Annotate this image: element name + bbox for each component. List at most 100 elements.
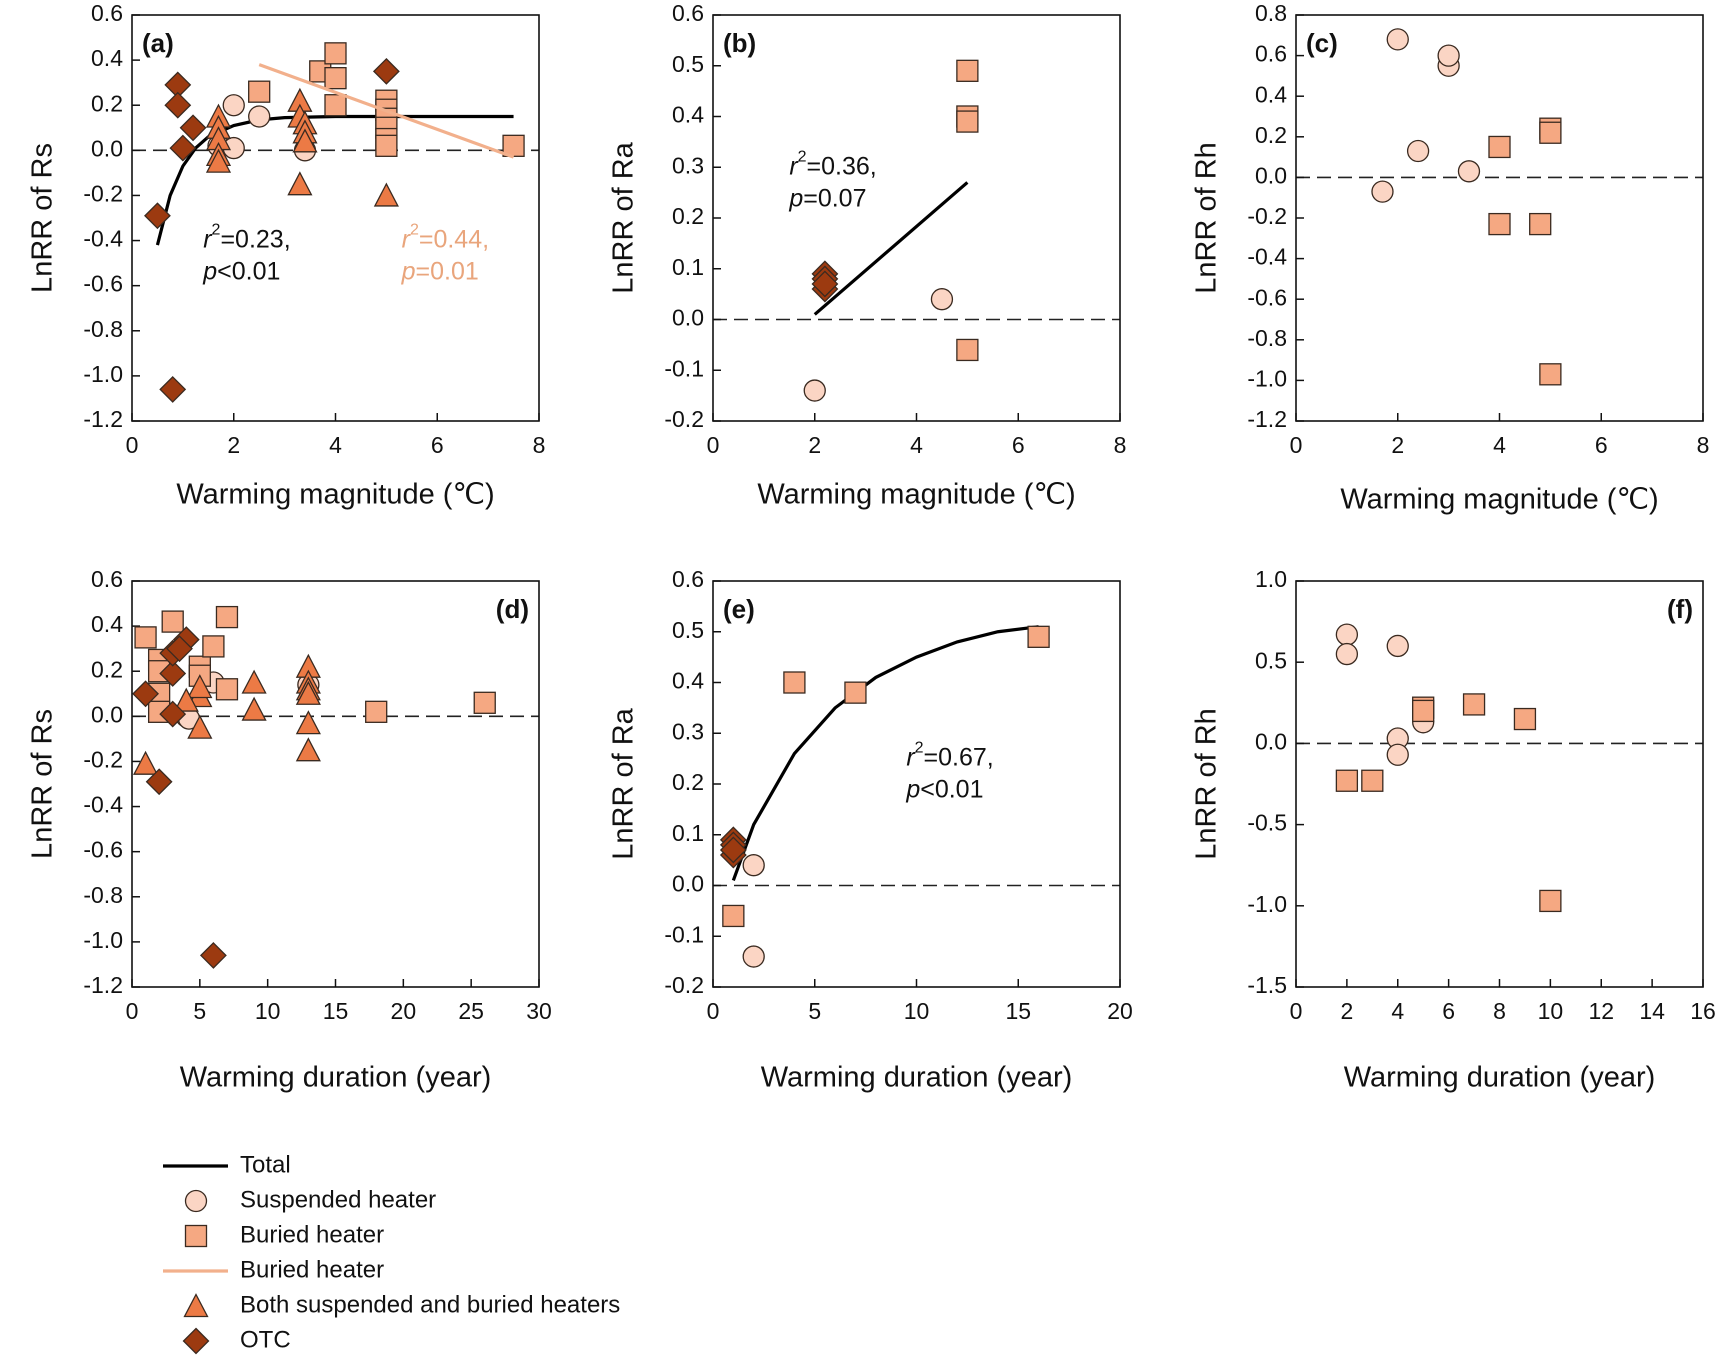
panel: -0.2 -0.1 0.0 0.1 0.2 0.3 0.4 0.5 0.6 0 5 10 15 20 (e)… (608, 566, 1133, 1094)
x-tick-label: 20 (1107, 998, 1133, 1024)
square-marker (324, 67, 347, 90)
square-marker (783, 671, 806, 694)
y-axis-label: LnRR of Rh (1191, 708, 1223, 860)
x-tick-label: 10 (255, 998, 281, 1024)
panel: -1.2 -1.0 -0.8 -0.6 -0.4 -0.2 0.0 0.2 0.4 0.6 0 2 4 6… (27, 0, 546, 511)
circle-marker (222, 94, 245, 117)
diamond-marker (144, 202, 171, 230)
y-tick-label: -0.8 (83, 316, 123, 342)
triangle-marker (241, 696, 267, 721)
fit-line (813, 181, 969, 316)
panel-label: (c) (1306, 28, 1338, 58)
y-tick-label: -0.6 (83, 271, 123, 297)
square-marker (324, 94, 347, 117)
x-tick-label: 8 (1697, 432, 1710, 458)
circle-marker (1406, 139, 1430, 163)
plot-frame (712, 580, 1121, 988)
diamond-marker (719, 836, 747, 864)
square-marker (202, 635, 225, 658)
x-tick-label: 0 (126, 998, 139, 1024)
triangle-marker (295, 737, 321, 762)
panel: -1.2 -1.0 -0.8 -0.6 -0.4 -0.2 0.0 0.2 0.4 0.6 0 5 10… (27, 566, 552, 1094)
x-tick-label: 0 (1290, 998, 1303, 1024)
diamond-marker (159, 376, 187, 403)
plot-frame (712, 14, 1121, 422)
square-marker (956, 338, 979, 362)
triangle-marker (205, 148, 232, 173)
legend: Total Suspended heater Buried heater Buried… (163, 1151, 620, 1355)
triangle-marker (241, 669, 267, 694)
y-axis-label: LnRR of Rh (1191, 142, 1223, 294)
circle-marker (1437, 44, 1460, 67)
annotation-text: =0.44, (419, 225, 489, 253)
x-tick-label: 0 (126, 432, 139, 458)
annotation-text: <0.01 (217, 257, 280, 285)
square-marker (1539, 121, 1562, 144)
y-tick-label: 0.6 (672, 0, 704, 26)
y-tick-label: -0.8 (83, 882, 123, 908)
square-marker (844, 681, 867, 704)
annotation-text: =0.01 (416, 257, 479, 285)
y-tick-label: 0.6 (1255, 41, 1287, 67)
x-axis-label: Warming duration (year) (180, 1062, 492, 1094)
y-tick-label: 0.3 (672, 152, 704, 178)
diamond-marker (159, 700, 187, 728)
diamond-marker (132, 680, 159, 708)
annotation: r2=0.23, (203, 222, 290, 253)
diamond-marker (811, 270, 839, 298)
square-marker (184, 1224, 208, 1248)
annotation: r2=0.67, (906, 740, 993, 771)
y-tick-label: 0.2 (91, 656, 123, 682)
y-tick-label: -1.2 (83, 972, 123, 998)
annotation-text: =0.07 (803, 184, 866, 212)
x-axis-label: Warming magnitude (℃) (1340, 484, 1658, 516)
annotation-var: p (905, 775, 920, 803)
y-tick-label: -1.2 (83, 406, 123, 432)
x-tick-label: 2 (1391, 432, 1404, 458)
panel-label: (f) (1667, 594, 1693, 624)
x-tick-label: 30 (526, 998, 552, 1024)
x-tick-label: 4 (329, 432, 342, 458)
square-marker (1529, 212, 1552, 236)
square-marker (134, 626, 157, 649)
square-marker (1027, 625, 1050, 648)
x-tick-label: 10 (1538, 998, 1564, 1024)
y-tick-label: 0.0 (672, 305, 704, 331)
x-axis-label: Warming magnitude (℃) (757, 479, 1075, 511)
y-tick-label: -0.6 (83, 837, 123, 863)
square-marker (375, 134, 398, 157)
plot-frame (1295, 580, 1704, 988)
y-tick-label: -1.2 (1247, 406, 1287, 432)
fit-line (731, 625, 1039, 881)
legend-label: Buried heater (240, 1256, 384, 1283)
x-tick-label: 6 (1012, 432, 1025, 458)
square-marker (956, 59, 979, 82)
x-tick-label: 6 (431, 432, 444, 458)
annotation-sup: 2 (212, 222, 221, 239)
panel: -0.2 -0.1 0.0 0.1 0.2 0.3 0.4 0.5 0.6 0 2 4 6 8 (b) War… (608, 0, 1127, 511)
x-tick-label: 2 (808, 432, 821, 458)
circle-marker (742, 945, 765, 968)
annotation: p=0.07 (788, 184, 866, 212)
y-tick-label: -1.0 (83, 927, 123, 953)
circle-marker (1335, 642, 1359, 666)
circle-marker (930, 288, 954, 311)
circle-marker (1386, 28, 1409, 51)
circle-marker (1386, 743, 1409, 766)
diamond-marker (372, 57, 400, 85)
y-tick-label: 0.2 (672, 769, 704, 795)
y-tick-label: 0.0 (1255, 728, 1287, 754)
circle-marker (1371, 180, 1394, 203)
annotation-sup: 2 (410, 222, 419, 239)
annotation-text: =0.36, (807, 152, 877, 180)
y-tick-label: 0.4 (1255, 81, 1287, 107)
triangle-marker (295, 710, 321, 735)
y-axis-label: LnRR of Rs (27, 709, 59, 859)
square-marker (956, 110, 979, 133)
triangle-marker (132, 750, 159, 775)
x-tick-label: 0 (707, 998, 720, 1024)
circle-marker (1335, 623, 1359, 646)
square-marker (1513, 707, 1537, 731)
square-marker (324, 42, 347, 65)
